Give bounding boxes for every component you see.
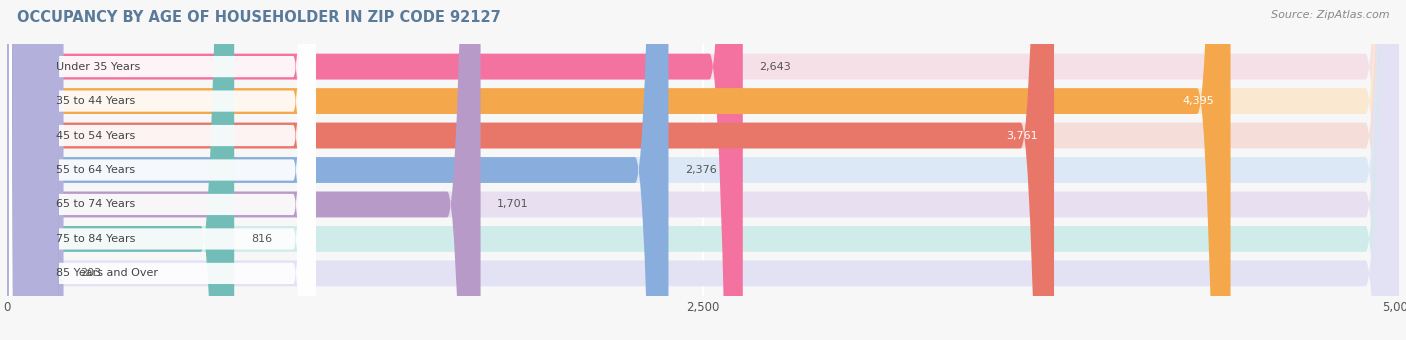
FancyBboxPatch shape: [7, 0, 1399, 340]
FancyBboxPatch shape: [13, 0, 59, 340]
Text: 816: 816: [250, 234, 271, 244]
FancyBboxPatch shape: [7, 0, 1399, 340]
Text: 203: 203: [80, 268, 101, 278]
FancyBboxPatch shape: [13, 0, 59, 340]
FancyBboxPatch shape: [13, 0, 59, 340]
FancyBboxPatch shape: [7, 0, 235, 340]
FancyBboxPatch shape: [7, 0, 1399, 340]
FancyBboxPatch shape: [10, 0, 315, 340]
Text: 45 to 54 Years: 45 to 54 Years: [56, 131, 135, 140]
FancyBboxPatch shape: [7, 0, 1399, 340]
Text: 2,643: 2,643: [759, 62, 792, 72]
Text: 3,761: 3,761: [1005, 131, 1038, 140]
FancyBboxPatch shape: [10, 0, 315, 340]
FancyBboxPatch shape: [7, 0, 1054, 340]
Text: Under 35 Years: Under 35 Years: [56, 62, 141, 72]
Text: 85 Years and Over: 85 Years and Over: [56, 268, 157, 278]
Text: OCCUPANCY BY AGE OF HOUSEHOLDER IN ZIP CODE 92127: OCCUPANCY BY AGE OF HOUSEHOLDER IN ZIP C…: [17, 10, 501, 25]
FancyBboxPatch shape: [10, 0, 315, 340]
FancyBboxPatch shape: [13, 0, 59, 340]
Text: 1,701: 1,701: [498, 200, 529, 209]
Text: Source: ZipAtlas.com: Source: ZipAtlas.com: [1271, 10, 1389, 20]
FancyBboxPatch shape: [10, 0, 315, 340]
FancyBboxPatch shape: [7, 0, 1230, 340]
Text: 35 to 44 Years: 35 to 44 Years: [56, 96, 135, 106]
FancyBboxPatch shape: [13, 0, 59, 340]
FancyBboxPatch shape: [7, 0, 481, 340]
Text: 4,395: 4,395: [1182, 96, 1213, 106]
FancyBboxPatch shape: [13, 0, 59, 340]
FancyBboxPatch shape: [7, 0, 1399, 340]
FancyBboxPatch shape: [7, 0, 1399, 340]
FancyBboxPatch shape: [7, 0, 63, 340]
FancyBboxPatch shape: [7, 0, 742, 340]
FancyBboxPatch shape: [7, 0, 1399, 340]
Text: 55 to 64 Years: 55 to 64 Years: [56, 165, 135, 175]
FancyBboxPatch shape: [13, 0, 59, 340]
FancyBboxPatch shape: [10, 0, 315, 340]
Text: 65 to 74 Years: 65 to 74 Years: [56, 200, 135, 209]
FancyBboxPatch shape: [10, 0, 315, 340]
FancyBboxPatch shape: [7, 0, 668, 340]
Text: 2,376: 2,376: [685, 165, 717, 175]
Text: 75 to 84 Years: 75 to 84 Years: [56, 234, 135, 244]
FancyBboxPatch shape: [10, 0, 315, 340]
